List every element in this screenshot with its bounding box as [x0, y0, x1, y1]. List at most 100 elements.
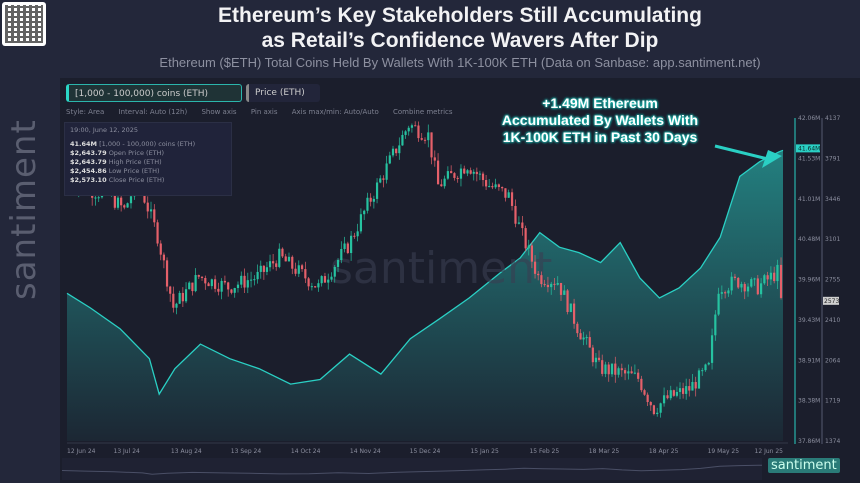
- price-candle: [278, 248, 281, 267]
- price-candle: [156, 222, 159, 244]
- price-candle: [491, 186, 494, 188]
- price-candle: [614, 363, 617, 375]
- navigator: [62, 458, 762, 480]
- santiment-watermark: santiment: [4, 119, 44, 300]
- price-candle: [566, 290, 569, 312]
- price-axis-tick: 3791: [825, 155, 840, 162]
- price-candle: [694, 381, 697, 389]
- price-candle: [756, 278, 759, 295]
- price-candle: [517, 222, 521, 224]
- price-candle: [588, 337, 591, 348]
- price-candle: [546, 284, 550, 288]
- price-candle: [697, 370, 701, 389]
- price-candle: [97, 197, 100, 199]
- price-candle: [779, 264, 783, 298]
- price-candle: [484, 180, 488, 187]
- price-candle: [353, 235, 356, 237]
- price-candle: [524, 228, 527, 249]
- price-candle: [497, 184, 500, 187]
- price-candle: [327, 279, 330, 283]
- price-candle: [243, 275, 246, 288]
- price-candle: [472, 171, 475, 174]
- pin-axis-toggle[interactable]: Pin axis: [250, 108, 278, 116]
- price-candle: [675, 391, 679, 396]
- price-candle: [246, 280, 249, 288]
- price-candle: [287, 256, 291, 262]
- price-candle: [404, 131, 407, 135]
- style-select[interactable]: Style: Area: [66, 108, 105, 116]
- chart-watermark: santiment: [330, 243, 552, 294]
- price-candle: [456, 177, 459, 179]
- show-axis-toggle[interactable]: Show axis: [201, 108, 237, 116]
- holdings-axis-tick: 38.38M: [798, 398, 820, 405]
- price-candle: [530, 245, 534, 262]
- price-candle: [537, 273, 540, 276]
- price-candle: [175, 303, 178, 308]
- price-candle: [210, 279, 213, 287]
- price-candle: [656, 412, 659, 415]
- price-candle: [707, 362, 710, 365]
- holdings-axis-tick: 37.86M: [798, 438, 820, 445]
- price-candle: [223, 280, 227, 283]
- title-line-1: Ethereum’s Key Stakeholders Still Accumu…: [218, 4, 702, 27]
- price-candle: [543, 284, 546, 286]
- price-candle: [126, 203, 129, 208]
- price-candle: [363, 210, 366, 215]
- price-candle: [391, 148, 395, 156]
- price-candle: [685, 386, 688, 394]
- price-candle: [743, 283, 746, 292]
- price-candle: [178, 292, 181, 304]
- price-candle: [556, 283, 559, 285]
- price-candle: [385, 163, 388, 180]
- interval-select[interactable]: Interval: Auto (12h): [118, 108, 188, 116]
- price-candle: [646, 394, 649, 403]
- holdings-axis-tick: 41.01M: [798, 196, 820, 203]
- price-candle: [701, 370, 704, 372]
- price-candle: [475, 171, 478, 175]
- chart-tooltip: 19:00, June 12, 2025 41.64M [1,000 - 100…: [64, 122, 232, 196]
- holdings-area: [67, 150, 783, 442]
- metric-chip-price[interactable]: Price (ETH): [246, 84, 320, 102]
- holdings-axis-tick: 41.53M: [798, 155, 820, 162]
- chart-canvas: santiment 42.06M 41.53M 41.01M 40.48M 39.96M 3…: [61, 115, 840, 480]
- price-candle: [320, 276, 323, 284]
- metric-chip-holdings[interactable]: [1,000 - 100,000) coins (ETH): [66, 84, 242, 102]
- price-candle: [159, 243, 162, 255]
- price-candle: [236, 284, 240, 289]
- price-candle: [395, 148, 398, 154]
- price-candle: [481, 173, 485, 181]
- price-candle: [469, 170, 472, 174]
- price-candle: [527, 245, 530, 249]
- price-candle: [191, 282, 194, 292]
- price-candle: [300, 265, 304, 270]
- axis-minmax-select[interactable]: Axis max/min: Auto/Auto: [291, 108, 379, 116]
- price-candle: [704, 364, 707, 371]
- price-candle: [359, 214, 363, 232]
- price-candle: [310, 286, 313, 288]
- price-candle: [717, 293, 720, 315]
- price-candle: [630, 371, 633, 374]
- price-candle: [227, 282, 230, 290]
- price-candle: [610, 363, 614, 375]
- price-candle: [317, 283, 320, 288]
- price-candle: [591, 347, 594, 363]
- price-candle: [433, 157, 436, 161]
- price-axis-tick: 1719: [825, 398, 840, 405]
- price-candle: [172, 293, 175, 308]
- price-candle: [356, 231, 359, 237]
- tooltip-row: $2,454.86 Low Price (ETH): [70, 167, 160, 175]
- price-candle: [129, 196, 133, 204]
- price-candle: [284, 256, 287, 262]
- price-candle: [410, 125, 414, 128]
- price-candle: [633, 372, 636, 374]
- price-candle: [720, 292, 723, 294]
- price-candle: [688, 386, 691, 391]
- price-candle: [714, 314, 717, 336]
- combine-metrics-button[interactable]: Combine metrics: [393, 108, 453, 116]
- price-candle: [297, 265, 300, 274]
- chart-panel: santiment 42.06M 41.53M 41.01M 40.48M 39.96M 3…: [60, 78, 860, 483]
- price-candle: [350, 235, 353, 254]
- price-current-value: 2573: [824, 298, 839, 305]
- price-candle: [730, 276, 733, 291]
- price-candle: [576, 323, 579, 334]
